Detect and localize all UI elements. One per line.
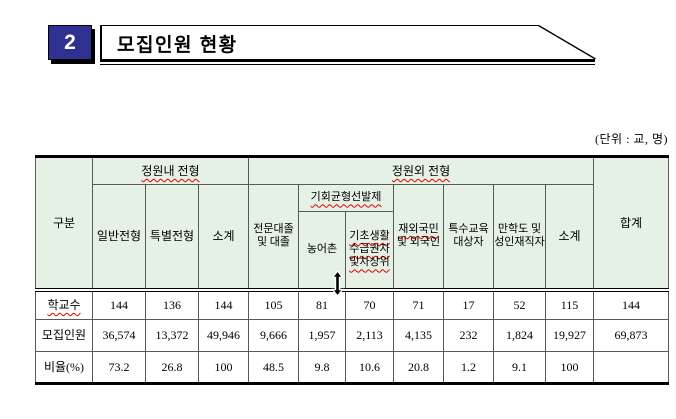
- cell: 69,873: [593, 319, 670, 352]
- cell: 2,113: [345, 319, 394, 352]
- row-resize-cursor-icon: [331, 270, 344, 297]
- section-number-badge: 2: [48, 25, 92, 60]
- cell: 1,957: [298, 319, 346, 352]
- col-header-junior-college: 전문대졸 및 대졸: [248, 184, 299, 290]
- row-label-ratio: 비율(%): [35, 351, 93, 384]
- cell: 20.8: [393, 351, 444, 384]
- cell: 144: [92, 287, 146, 320]
- row-label-recruit-count: 모집인원: [35, 319, 93, 352]
- group-header-out-quota-label: 정원외 전형: [391, 163, 451, 178]
- cell: 100: [544, 351, 595, 384]
- cell: 48.5: [248, 351, 299, 384]
- cell: 232: [443, 319, 494, 352]
- page-title: 모집인원 현황: [117, 35, 238, 56]
- col-header-basic-livelihood: 기초생활 수급권자 및차상위: [345, 211, 394, 290]
- cell: 49,946: [198, 319, 249, 352]
- cell: 115: [544, 287, 595, 320]
- group-header-opportunity: 기회균형선발제: [298, 184, 394, 212]
- cell: 144: [198, 287, 249, 320]
- row-label-school-count: 학교수: [35, 287, 93, 320]
- cell: 9.1: [493, 351, 546, 384]
- cell: 52: [493, 287, 546, 320]
- recruitment-status-table: 구분 정원내 전형 정원외 전형 합계 일반전형 특별전형 소계 전문대졸 및 …: [35, 155, 670, 385]
- group-header-out-quota: 정원외 전형: [247, 156, 595, 185]
- cell: 70: [345, 287, 394, 320]
- cell: 9,666: [248, 319, 299, 352]
- cell: 26.8: [145, 351, 199, 384]
- col-header-special-education: 특수교육 대상자: [443, 184, 494, 290]
- cell: 100: [198, 351, 249, 384]
- unit-note: (단위 : 교, 명): [595, 132, 668, 146]
- cell: 1.2: [443, 351, 494, 384]
- cell: 136: [145, 287, 199, 320]
- col-header-category: 구분: [35, 156, 93, 290]
- table-row-ratio: 비율(%) 73.2 26.8 100 48.5 9.8 10.6 20.8 1…: [35, 351, 670, 384]
- table-row-recruit-count: 모집인원 36,574 13,372 49,946 9,666 1,957 2,…: [35, 319, 670, 352]
- col-header-rural: 농어촌: [298, 211, 346, 290]
- cell: 13,372: [145, 319, 199, 352]
- cell: 9.8: [298, 351, 346, 384]
- cell: 4,135: [393, 319, 444, 352]
- table-row-school-count: 학교수 144 136 144 105 81 70 71 17 52 115 1…: [35, 287, 670, 320]
- cell: 105: [248, 287, 299, 320]
- col-header-mature-adult: 만학도 및 성인재직자: [493, 184, 546, 290]
- col-header-subtotal-out: 소계: [544, 184, 595, 290]
- cell: [593, 351, 670, 384]
- group-header-opportunity-label: 기회균형선발제: [310, 191, 382, 204]
- col-header-overseas: 재외국민 및 외국인: [393, 184, 444, 290]
- cell: 71: [393, 287, 444, 320]
- cell: 19,927: [544, 319, 595, 352]
- col-header-subtotal-in: 소계: [198, 184, 249, 290]
- banner-diagonal-edge: [538, 25, 596, 59]
- group-header-in-quota: 정원내 전형: [92, 156, 249, 185]
- cell: 1,824: [493, 319, 546, 352]
- col-header-general: 일반전형: [92, 184, 146, 290]
- cell: 36,574: [92, 319, 146, 352]
- col-header-total: 합계: [593, 156, 670, 290]
- cell: 144: [593, 287, 670, 320]
- col-header-special: 특별전형: [145, 184, 199, 290]
- section-number: 2: [64, 30, 76, 54]
- title-banner: 모집인원 현황: [100, 25, 596, 65]
- cell: 17: [443, 287, 494, 320]
- banner-top-line: [102, 25, 539, 26]
- cell: 73.2: [92, 351, 146, 384]
- group-header-in-quota-label: 정원내 전형: [141, 163, 200, 178]
- cell: 10.6: [345, 351, 394, 384]
